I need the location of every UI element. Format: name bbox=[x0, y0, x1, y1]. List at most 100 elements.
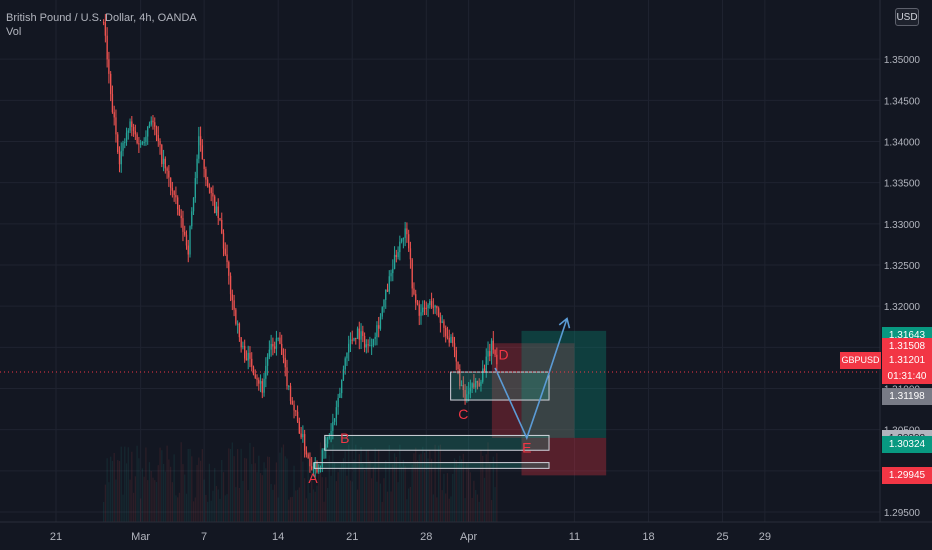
candle-body bbox=[117, 134, 119, 152]
volume-bar bbox=[166, 445, 168, 522]
x-tick-label: 7 bbox=[201, 531, 207, 543]
candle-body bbox=[109, 73, 112, 95]
volume-bar bbox=[483, 477, 486, 522]
volume-bar bbox=[326, 487, 329, 522]
candle-body bbox=[372, 338, 375, 346]
x-tick-label: 25 bbox=[716, 531, 728, 543]
candle-body bbox=[370, 345, 373, 347]
volume-bar bbox=[161, 450, 163, 522]
candle-body bbox=[258, 379, 260, 384]
volume-bar bbox=[300, 442, 302, 522]
candle-body bbox=[221, 220, 223, 234]
volume-bar bbox=[496, 453, 498, 522]
volume-bar bbox=[201, 449, 203, 522]
candle-body bbox=[392, 268, 394, 274]
candle-body bbox=[302, 434, 304, 438]
volume-bar bbox=[233, 456, 235, 522]
candle-body bbox=[476, 381, 479, 383]
volume-bar bbox=[111, 460, 114, 522]
x-tick-label: 11 bbox=[569, 531, 580, 543]
volume-bar bbox=[335, 481, 337, 522]
candle-body bbox=[326, 438, 329, 444]
candle-body bbox=[332, 421, 334, 431]
wave-label-b: B bbox=[340, 430, 349, 446]
candle-body bbox=[397, 252, 399, 258]
candle-body bbox=[462, 385, 465, 390]
candle-body bbox=[108, 59, 110, 74]
candle-body bbox=[134, 130, 137, 135]
candle-body bbox=[323, 449, 325, 451]
volume-indicator-label[interactable]: Vol bbox=[6, 26, 22, 38]
currency-button[interactable]: USD bbox=[895, 8, 919, 26]
volume-bar bbox=[392, 464, 394, 522]
candle-body bbox=[459, 369, 461, 386]
price-tag: 1.31508 bbox=[882, 338, 932, 356]
candle-body bbox=[346, 352, 348, 359]
candle-body bbox=[229, 275, 232, 295]
volume-bar bbox=[360, 447, 362, 522]
candle-body bbox=[422, 307, 424, 313]
candle-body bbox=[249, 352, 251, 359]
volume-bar bbox=[351, 481, 353, 522]
candle-body bbox=[184, 231, 186, 235]
volume-bar bbox=[254, 463, 256, 522]
volume-bar bbox=[434, 444, 436, 522]
volume-bar bbox=[110, 456, 112, 522]
candle-body bbox=[427, 304, 429, 309]
volume-bar bbox=[171, 482, 173, 522]
volume-bar bbox=[430, 458, 433, 522]
candle-body bbox=[383, 299, 385, 308]
volume-bar bbox=[104, 484, 106, 522]
volume-bar bbox=[173, 454, 175, 522]
candle-body bbox=[319, 466, 322, 468]
candle-body bbox=[376, 325, 378, 337]
candle-body bbox=[182, 218, 184, 232]
candle-body bbox=[129, 121, 131, 131]
candle-body bbox=[309, 458, 311, 467]
candle-body bbox=[367, 344, 369, 346]
candle-body bbox=[407, 234, 410, 249]
stop-loss-zone bbox=[521, 437, 607, 476]
candle-body bbox=[139, 143, 142, 145]
volume-bar bbox=[342, 458, 345, 522]
volume-bar bbox=[215, 486, 218, 522]
volume-bar bbox=[198, 457, 200, 522]
candle-body bbox=[279, 337, 281, 344]
volume-bar bbox=[393, 453, 396, 522]
symbol-title[interactable]: British Pound / U.S. Dollar, 4h, OANDA bbox=[6, 12, 197, 24]
candle-body bbox=[335, 407, 338, 419]
candle-body bbox=[194, 178, 196, 198]
volume-bar bbox=[355, 444, 357, 522]
candle-body bbox=[385, 289, 387, 300]
candle-body bbox=[210, 187, 212, 194]
volume-bar bbox=[117, 460, 119, 522]
volume-bar bbox=[371, 478, 373, 522]
candle-body bbox=[155, 126, 158, 135]
volume-bar bbox=[265, 468, 267, 522]
candle-body bbox=[362, 331, 364, 336]
volume-bar bbox=[247, 490, 249, 522]
wave-label-d: D bbox=[498, 347, 508, 363]
volume-bar bbox=[468, 469, 470, 522]
volume-bar bbox=[291, 496, 293, 522]
candle-body bbox=[189, 226, 191, 255]
zone-box bbox=[324, 434, 550, 451]
volume-bar bbox=[381, 501, 383, 522]
candle-body bbox=[485, 356, 487, 373]
volume-bar bbox=[455, 459, 457, 522]
candle-body bbox=[446, 336, 449, 338]
volume-bar bbox=[341, 462, 343, 522]
candle-body bbox=[284, 357, 286, 368]
projection-path bbox=[494, 318, 568, 441]
candle-body bbox=[437, 308, 440, 318]
volume-bar bbox=[192, 501, 195, 522]
volume-bar bbox=[453, 458, 456, 522]
volume-bar bbox=[309, 492, 311, 522]
volume-bar bbox=[409, 486, 412, 522]
candle-body bbox=[289, 385, 292, 401]
volume-bar bbox=[356, 489, 359, 522]
candle-body bbox=[490, 340, 493, 357]
volume-bar bbox=[348, 444, 350, 522]
